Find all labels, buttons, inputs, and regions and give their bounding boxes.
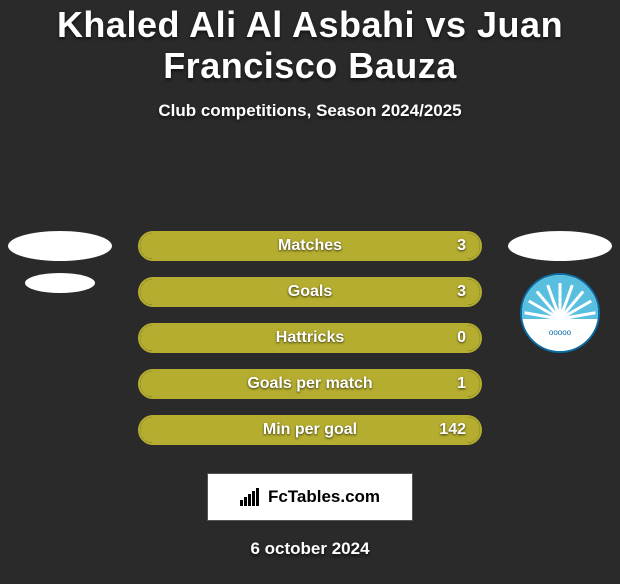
- logo-box: FcTables.com: [207, 473, 413, 521]
- stat-bars: Matches 3 Goals 3 Hattricks 0 Goals per match 1…: [138, 231, 482, 445]
- left-flags: [8, 231, 112, 293]
- stat-label: Matches: [278, 237, 342, 255]
- stat-label: Goals: [288, 283, 332, 301]
- stat-bar-goals-per-match: Goals per match 1: [138, 369, 482, 399]
- stat-bar-goals: Goals 3: [138, 277, 482, 307]
- right-flag: [508, 231, 612, 261]
- stat-label: Min per goal: [263, 421, 357, 439]
- left-flag-2: [25, 273, 95, 293]
- right-stack: ooooo: [508, 231, 612, 353]
- chart-icon: [240, 488, 262, 506]
- left-flag-1: [8, 231, 112, 261]
- stat-bar-min-per-goal: Min per goal 142: [138, 415, 482, 445]
- stat-value: 3: [457, 237, 466, 255]
- content-area: ooooo Matches 3 Goals 3 Hattricks 0 Goals per …: [0, 231, 620, 559]
- stat-bar-matches: Matches 3: [138, 231, 482, 261]
- subtitle: Club competitions, Season 2024/2025: [0, 101, 620, 121]
- stat-value: 0: [457, 329, 466, 347]
- stat-bar-hattricks: Hattricks 0: [138, 323, 482, 353]
- stat-value: 142: [439, 421, 466, 439]
- date-text: 6 october 2024: [0, 539, 620, 559]
- club-badge: ooooo: [520, 273, 600, 353]
- page-title: Khaled Ali Al Asbahi vs Juan Francisco B…: [0, 4, 620, 87]
- stat-value: 3: [457, 283, 466, 301]
- stat-label: Goals per match: [247, 375, 372, 393]
- stat-label: Hattricks: [276, 329, 344, 347]
- logo-text: FcTables.com: [268, 487, 380, 507]
- stat-value: 1: [457, 375, 466, 393]
